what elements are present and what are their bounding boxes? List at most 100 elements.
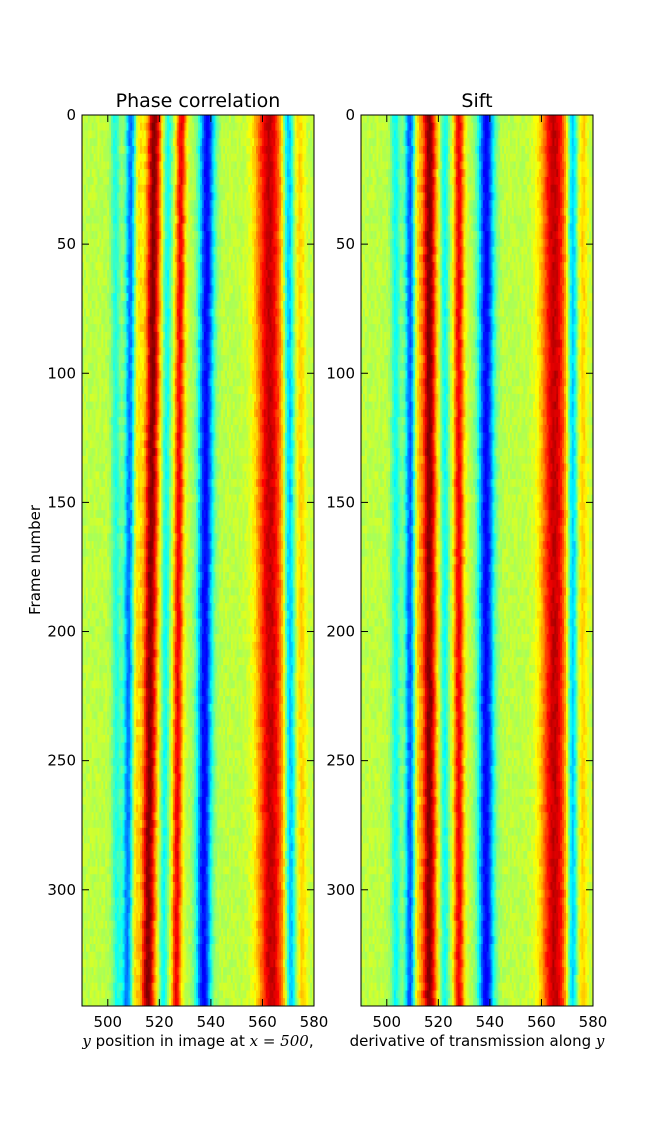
heatmap-cell (234, 347, 238, 356)
heatmap-cell (250, 254, 253, 263)
heatmap-cell (227, 370, 230, 380)
heatmap-cell (281, 378, 284, 387)
heatmap-cell (120, 269, 124, 279)
heatmap-cell (302, 215, 305, 225)
heatmap-cell (174, 355, 178, 364)
heatmap-cell (257, 269, 261, 279)
heatmap-cell (283, 231, 286, 240)
heatmap-cell (203, 378, 207, 387)
heatmap-cell (246, 262, 249, 271)
heatmap-cell (203, 145, 207, 155)
heatmap-cell (132, 401, 135, 411)
heatmap-cell (215, 370, 218, 380)
heatmap-cell (285, 176, 288, 186)
heatmap-cell (165, 169, 168, 178)
heatmap-cell (111, 331, 114, 341)
heatmap-cell (169, 370, 172, 380)
heatmap-cell (151, 409, 155, 418)
heatmap-cell (246, 409, 249, 418)
heatmap-cell (201, 393, 205, 403)
heatmap-cell (149, 355, 153, 364)
heatmap-cell (228, 262, 232, 271)
heatmap-cell (157, 432, 160, 442)
heatmap-cell (312, 169, 314, 178)
heatmap-cell (250, 285, 253, 294)
heatmap-cell (201, 262, 205, 271)
heatmap-cell (172, 378, 176, 387)
heatmap-cell (232, 200, 236, 209)
heatmap-cell (192, 393, 195, 403)
heatmap-cell (207, 145, 211, 155)
heatmap-cell (269, 362, 273, 372)
heatmap-cell (190, 262, 193, 271)
heatmap-cell (300, 378, 303, 387)
heatmap-cell (244, 192, 247, 201)
heatmap-cell (198, 417, 201, 426)
heatmap-cell (85, 285, 89, 294)
heatmap-cell (198, 432, 201, 442)
heatmap-cell (87, 277, 91, 287)
heatmap-cell (103, 378, 106, 387)
heatmap-cell (103, 161, 106, 170)
heatmap-cell (167, 138, 170, 147)
heatmap-cell (227, 246, 230, 256)
heatmap-cell (138, 324, 141, 333)
heatmap-cell (286, 215, 290, 225)
heatmap-cell (109, 223, 112, 232)
heatmap-cell (199, 115, 203, 124)
heatmap-cell (207, 300, 211, 310)
heatmap-cell (281, 293, 284, 302)
heatmap-cell (178, 161, 182, 170)
heatmap-cell (170, 192, 174, 201)
heatmap-cell (250, 238, 253, 248)
heatmap-cell (242, 176, 245, 186)
heatmap-cell (302, 207, 305, 217)
heatmap-cell (294, 324, 298, 333)
heatmap-cell (172, 184, 176, 194)
heatmap-cell (234, 316, 238, 325)
heatmap-cell (196, 308, 199, 318)
heatmap-cell (198, 184, 201, 194)
heatmap-cell (244, 355, 247, 364)
heatmap-cell (217, 285, 220, 294)
heatmap-cell (109, 370, 112, 380)
heatmap-cell (140, 347, 143, 356)
heatmap-cell (99, 169, 102, 178)
heatmap-cell (250, 300, 253, 310)
heatmap-cell (140, 409, 143, 418)
heatmap-cell (275, 293, 278, 302)
heatmap-cell (105, 184, 108, 194)
heatmap-cell (107, 300, 110, 310)
heatmap-cell (196, 300, 199, 310)
heatmap-cell (261, 401, 265, 411)
heatmap-cell (294, 316, 298, 325)
heatmap-cell (124, 293, 128, 302)
heatmap-cell (302, 223, 305, 232)
heatmap-cell (132, 192, 135, 201)
heatmap-cell (246, 355, 249, 364)
heatmap-cell (163, 432, 166, 442)
heatmap-cell (198, 293, 201, 302)
heatmap-cell (238, 393, 242, 403)
heatmap-cell (161, 122, 164, 132)
heatmap-cell (296, 409, 300, 418)
heatmap-cell (219, 176, 222, 186)
heatmap-cell (213, 300, 216, 310)
heatmap-cell (285, 262, 288, 271)
heatmap-cell (292, 223, 296, 232)
heatmap-cell (275, 417, 278, 426)
heatmap-cell (136, 262, 139, 271)
heatmap-cell (286, 409, 290, 418)
heatmap-cell (271, 417, 274, 426)
heatmap-cell (126, 223, 129, 232)
heatmap-cell (97, 115, 100, 124)
heatmap-cell (128, 331, 131, 341)
heatmap-cell (174, 424, 178, 434)
heatmap-cell (228, 122, 232, 132)
heatmap-cell (290, 277, 294, 287)
heatmap-cell (300, 355, 303, 364)
heatmap-cell (186, 238, 189, 248)
heatmap-cell (109, 347, 112, 356)
heatmap-cell (118, 231, 122, 240)
heatmap-cell (120, 355, 124, 364)
